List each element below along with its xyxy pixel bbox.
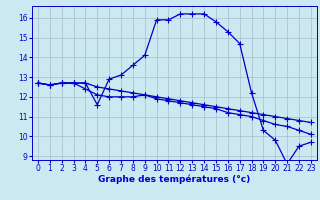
X-axis label: Graphe des températures (°c): Graphe des températures (°c) [98, 175, 251, 184]
